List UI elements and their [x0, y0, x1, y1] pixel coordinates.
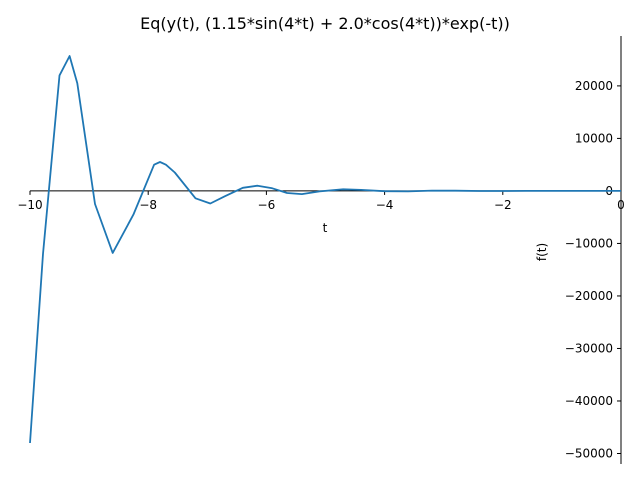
chart-title: Eq(y(t), (1.15*sin(4*t) + 2.0*cos(4*t))*… [140, 14, 510, 33]
y-tick-label: 20000 [575, 79, 613, 93]
y-tick-label: −40000 [565, 394, 613, 408]
x-tick-label: −8 [139, 198, 157, 212]
y-tick-label: −10000 [565, 236, 613, 250]
series-group [29, 55, 621, 444]
x-tick-label: −4 [376, 198, 394, 212]
x-tick-label: −2 [494, 198, 512, 212]
y-tick-label: 10000 [575, 131, 613, 145]
x-tick-label: −10 [17, 198, 42, 212]
y-ticks: −50000−40000−30000−20000−100000100002000… [565, 79, 621, 460]
y-axis-label: f(t) [535, 243, 549, 261]
series-line [29, 55, 621, 444]
y-tick-label: −20000 [565, 289, 613, 303]
axes [30, 36, 622, 464]
x-ticks: −10 −8 −6 −4 −2 0 [17, 190, 625, 212]
y-tick-label: −30000 [565, 341, 613, 355]
x-axis-label: t [323, 221, 328, 235]
y-tick-label: −50000 [565, 446, 613, 460]
x-tick-label: −6 [258, 198, 276, 212]
x-tick-label: 0 [617, 198, 625, 212]
